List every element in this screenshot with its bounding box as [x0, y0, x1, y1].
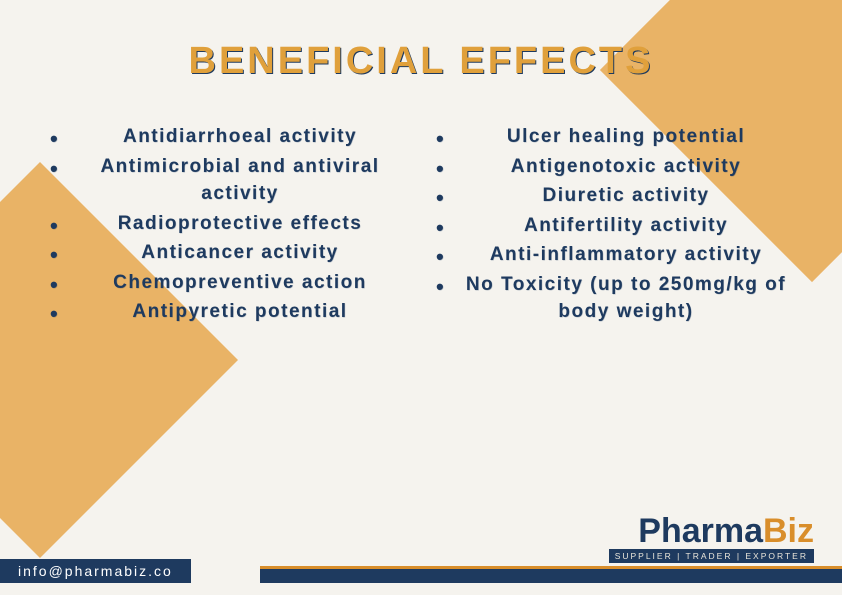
list-item: Anti-inflammatory activity: [436, 241, 792, 269]
footer-bar: [260, 569, 842, 583]
footer-email: info@pharmabiz.co: [0, 559, 191, 583]
list-item: Anticancer activity: [50, 239, 406, 267]
list-item: Antimicrobial and antiviral activity: [50, 153, 406, 208]
right-list: Ulcer healing potentialAntigenotoxic act…: [436, 123, 792, 326]
list-item: Antidiarrhoeal activity: [50, 123, 406, 151]
list-item: Antipyretic potential: [50, 298, 406, 326]
left-list: Antidiarrhoeal activityAntimicrobial and…: [50, 123, 406, 326]
page-title: BENEFICIAL EFFECTS: [0, 0, 842, 83]
logo-tagline: SUPPLIER | TRADER | EXPORTER: [609, 549, 814, 563]
list-item: No Toxicity (up to 250mg/kg of body weig…: [436, 271, 792, 326]
list-item: Antifertility activity: [436, 212, 792, 240]
list-item: Chemopreventive action: [50, 269, 406, 297]
list-item: Diuretic activity: [436, 182, 792, 210]
logo: PharmaBiz SUPPLIER | TRADER | EXPORTER: [609, 515, 814, 563]
logo-suffix: Biz: [763, 512, 814, 550]
right-column: Ulcer healing potentialAntigenotoxic act…: [436, 123, 792, 328]
left-column: Antidiarrhoeal activityAntimicrobial and…: [50, 123, 406, 328]
logo-text: PharmaBiz: [609, 515, 814, 547]
logo-prefix: Pharma: [638, 512, 763, 550]
columns-container: Antidiarrhoeal activityAntimicrobial and…: [0, 83, 842, 328]
list-item: Antigenotoxic activity: [436, 153, 792, 181]
list-item: Radioprotective effects: [50, 210, 406, 238]
list-item: Ulcer healing potential: [436, 123, 792, 151]
